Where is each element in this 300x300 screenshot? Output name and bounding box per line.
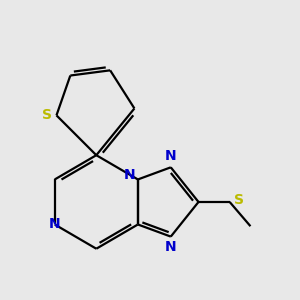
Text: N: N — [165, 149, 177, 163]
Text: N: N — [49, 218, 61, 232]
Text: S: S — [234, 193, 244, 207]
Text: S: S — [42, 108, 52, 122]
Text: N: N — [165, 240, 177, 254]
Text: N: N — [124, 168, 135, 182]
